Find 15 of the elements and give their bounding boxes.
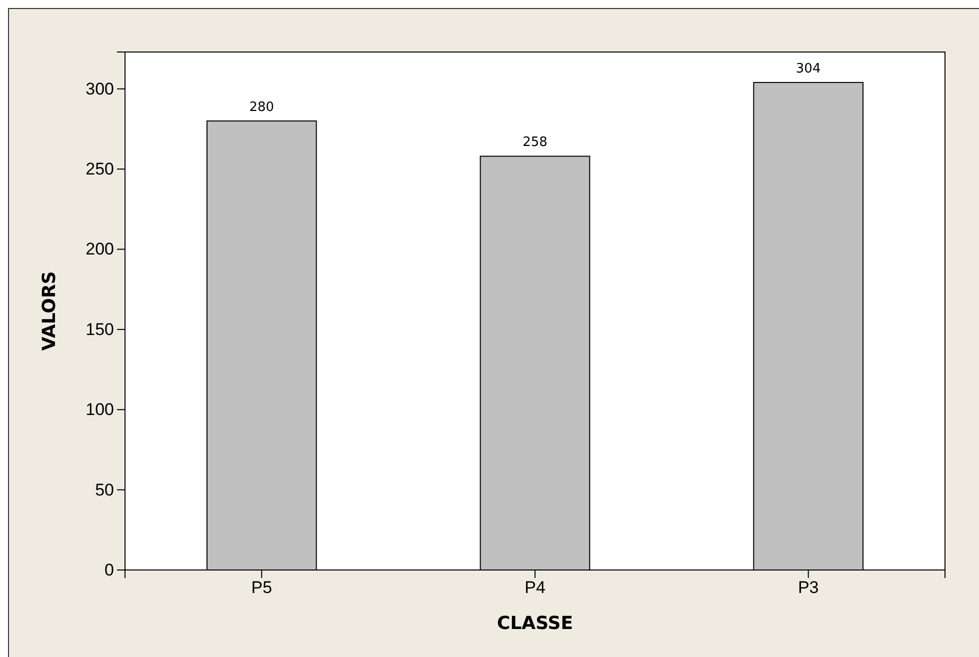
data-label: 304 — [796, 61, 821, 76]
x-axis-title: CLASSE — [496, 613, 574, 634]
y-tick-label: 150 — [86, 320, 114, 339]
y-axis-title: VALORS — [39, 271, 60, 351]
y-tick-label: 50 — [95, 480, 114, 500]
y-tick-label: 100 — [86, 400, 114, 420]
y-tick-label: 250 — [86, 160, 114, 179]
x-tick-label: P3 — [798, 578, 819, 598]
y-tick-label: 300 — [86, 79, 114, 98]
y-tick-label: 0 — [104, 560, 114, 580]
data-label: 280 — [249, 100, 274, 115]
x-tick-label: P5 — [251, 578, 272, 598]
x-tick-label: P4 — [524, 578, 546, 598]
data-label: 258 — [522, 135, 548, 150]
y-tick-label: 200 — [86, 240, 114, 259]
